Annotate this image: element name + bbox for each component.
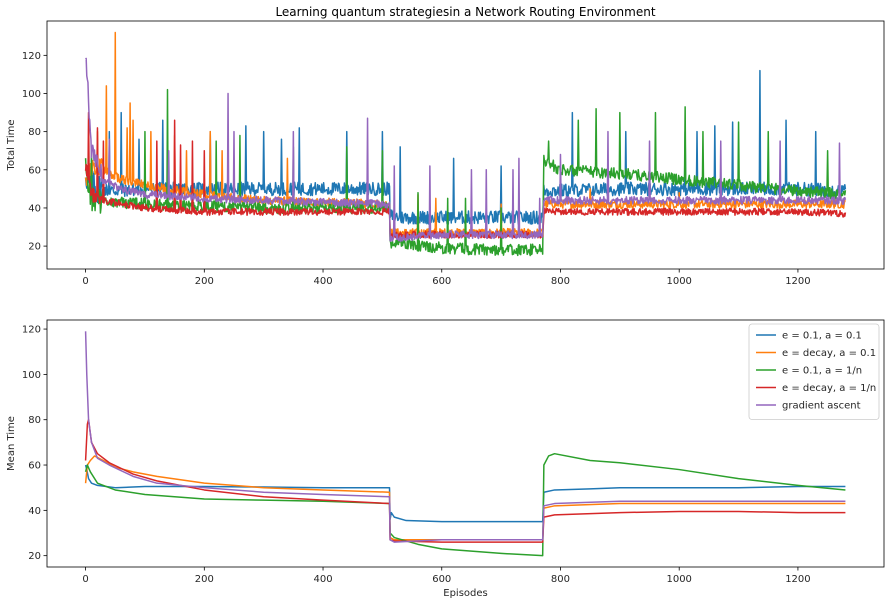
x-tick-label: 0: [82, 276, 88, 287]
x-tick-label: 200: [195, 276, 214, 287]
x-tick-label: 600: [432, 574, 451, 585]
y-tick-label: 100: [22, 89, 41, 100]
y-tick-label: 120: [22, 51, 41, 62]
x-tick-label: 1000: [666, 574, 691, 585]
x-tick-label: 1200: [785, 574, 810, 585]
x-tick-label: 800: [551, 276, 570, 287]
y-axis-label: Mean Time: [6, 416, 17, 471]
series-line-3: [84, 452, 846, 557]
y-tick-label: 100: [22, 370, 41, 381]
x-tick-label: 200: [195, 574, 214, 585]
legend-entry: e = decay, a = 0.1: [782, 348, 876, 359]
x-tick-label: 0: [82, 574, 88, 585]
plot-frame: [46, 319, 885, 568]
y-tick-label: 20: [28, 242, 41, 253]
chart-panel-2: 0 200 400 600 800 1000 1200 20 40 60 80 100 120 Mean …: [6, 319, 885, 599]
legend-box: [748, 323, 880, 420]
series-line-4: [84, 111, 847, 239]
x-axis-label: Episodes: [443, 588, 487, 599]
series-line-3: [84, 88, 847, 257]
legend-entry: e = 0.1, a = 1/n: [782, 366, 862, 377]
y-tick-label: 60: [28, 461, 41, 472]
y-tick-label: 20: [28, 551, 41, 562]
legend-entry: gradient ascent: [782, 401, 861, 412]
series-line-4: [84, 418, 846, 543]
series-line-2: [84, 455, 846, 541]
chart-title: Learning quantum strategiesin a Network …: [275, 5, 655, 19]
y-axis-label: Total Time: [6, 119, 17, 171]
legend-entry: e = decay, a = 1/n: [782, 383, 876, 394]
series-group: [84, 331, 846, 557]
series-line-5: [85, 57, 847, 242]
x-tick-label: 400: [313, 276, 332, 287]
y-tick-label: 120: [22, 325, 41, 336]
y-tick-label: 40: [28, 203, 41, 214]
plot-frame: [46, 20, 885, 270]
legend-entry: e = 0.1, a = 0.1: [782, 331, 862, 342]
chart-panel-1: 0 200 400 600 800 1000 1200 20 40 60 80 100 120 Learn…: [6, 5, 885, 287]
series-line-1: [84, 464, 846, 523]
y-tick-label: 80: [28, 127, 41, 138]
y-tick-label: 40: [28, 506, 41, 517]
legend: e = 0.1, a = 0.1 e = decay, a = 0.1 e = 0.…: [748, 323, 880, 420]
x-tick-label: 600: [432, 276, 451, 287]
x-tick-label: 400: [313, 574, 332, 585]
series-line-5: [84, 331, 846, 543]
x-tick-label: 1000: [666, 276, 691, 287]
x-tick-label: 800: [551, 574, 570, 585]
series-group: [84, 31, 847, 257]
y-tick-label: 60: [28, 165, 41, 176]
x-tick-label: 1200: [785, 276, 810, 287]
y-tick-label: 80: [28, 415, 41, 426]
